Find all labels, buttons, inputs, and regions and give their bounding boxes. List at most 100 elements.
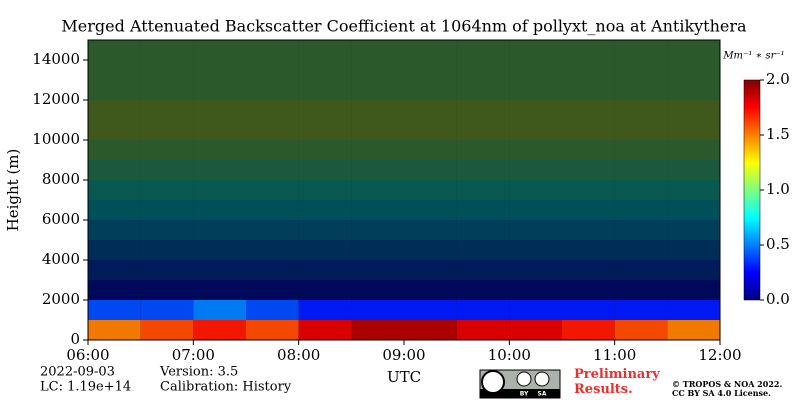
heatmap-cell — [351, 260, 404, 280]
heatmap-cell — [456, 300, 510, 320]
heatmap-cell — [88, 160, 141, 180]
heatmap-cell — [246, 100, 299, 120]
heatmap-cell — [193, 100, 246, 120]
heatmap-cell — [456, 320, 510, 340]
heatmap-cell — [509, 80, 562, 100]
y-tick-label: 12000 — [32, 90, 80, 108]
heatmap-cell — [404, 120, 457, 140]
heatmap-cell — [298, 320, 352, 340]
x-tick-label: 10:00 — [488, 346, 531, 364]
heatmap-cell — [456, 180, 510, 200]
heatmap-cell — [667, 160, 720, 180]
heatmap-cell — [140, 120, 194, 140]
heatmap-cell — [246, 260, 299, 280]
heatmap-cell — [140, 100, 194, 120]
colorbar-tick-label: 0.0 — [766, 290, 790, 308]
heatmap-cell — [351, 200, 404, 220]
heatmap-cell — [298, 220, 352, 240]
heatmap-cell — [404, 80, 457, 100]
x-axis-label: UTC — [387, 368, 421, 386]
heatmap-cell — [667, 60, 720, 80]
heatmap-cell — [193, 180, 246, 200]
heatmap-cell — [667, 300, 720, 320]
heatmap-cell — [351, 320, 404, 340]
x-tick-label: 11:00 — [593, 346, 636, 364]
heatmap-cell — [562, 160, 615, 180]
heatmap-cell — [509, 280, 562, 300]
heatmap-cell — [509, 320, 562, 340]
heatmap-cell — [404, 180, 457, 200]
heatmap-cell — [298, 300, 352, 320]
colorbar-tick-label: 0.5 — [766, 235, 790, 253]
heatmap-cell — [456, 280, 510, 300]
heatmap-cell — [562, 180, 615, 200]
heatmap-cell — [562, 60, 615, 80]
heatmap-cell — [509, 100, 562, 120]
heatmap-cell — [509, 180, 562, 200]
heatmap-cell — [246, 280, 299, 300]
heatmap-cell — [298, 60, 352, 80]
heatmap-cell — [298, 80, 352, 100]
version: Version: 3.5 — [159, 365, 238, 380]
badge-label: SA — [538, 391, 547, 398]
heatmap-cell — [614, 140, 668, 160]
heatmap-cell — [351, 180, 404, 200]
heatmap-cell — [509, 140, 562, 160]
heatmap-cell — [298, 180, 352, 200]
heatmap-cell — [351, 120, 404, 140]
heatmap-cell — [614, 240, 668, 260]
heatmap-cell — [140, 180, 194, 200]
heatmap-cell — [351, 140, 404, 160]
notice: Preliminary Results. — [574, 367, 660, 397]
heatmap-cell — [404, 100, 457, 120]
heatmap-cell — [88, 280, 141, 300]
heatmap-cell — [246, 120, 299, 140]
heatmap-cell — [456, 120, 510, 140]
colorbar-label: Mm⁻¹ ∗ sr⁻¹ — [722, 51, 784, 62]
y-axis-label: Height (m) — [4, 149, 22, 232]
heatmap-cell — [246, 240, 299, 260]
heatmap-cell — [456, 80, 510, 100]
heatmap-cell — [246, 140, 299, 160]
heatmap-cell — [562, 220, 615, 240]
colorbar-tick-label: 2.0 — [766, 70, 790, 88]
heatmap-cell — [509, 40, 562, 60]
heatmap-cell — [614, 120, 668, 140]
heatmap-cell — [667, 120, 720, 140]
heatmap-cell — [456, 100, 510, 120]
heatmap-cell — [246, 40, 299, 60]
heatmap-cell — [509, 300, 562, 320]
heatmap-cell — [562, 320, 615, 340]
heatmap-cell — [298, 100, 352, 120]
heatmap-cell — [246, 220, 299, 240]
heatmap-cell — [614, 260, 668, 280]
heatmap-cell — [140, 140, 194, 160]
heatmap-cell — [456, 40, 510, 60]
heatmap-cell — [193, 240, 246, 260]
heatmap-cell — [246, 300, 299, 320]
heatmap-cell — [140, 40, 194, 60]
heatmap-cell — [88, 60, 141, 80]
heatmap-cell — [140, 80, 194, 100]
heatmap-cell — [614, 320, 668, 340]
heatmap-cell — [404, 160, 457, 180]
heatmap-cell — [298, 160, 352, 180]
heatmap-cell — [298, 280, 352, 300]
heatmap-cell — [140, 60, 194, 80]
heatmap-cell — [88, 260, 141, 280]
heatmap-cell — [562, 280, 615, 300]
x-tick-label: 07:00 — [172, 346, 215, 364]
heatmap-cell — [193, 260, 246, 280]
lidar-constant: LC: 1.19e+14 — [40, 380, 131, 395]
heatmap-cell — [404, 280, 457, 300]
heatmap-cell — [404, 240, 457, 260]
heatmap-cell — [667, 280, 720, 300]
heatmap-cell — [562, 40, 615, 60]
heatmap-cell — [404, 300, 457, 320]
heatmap-cell — [246, 80, 299, 100]
heatmap-cell — [298, 140, 352, 160]
heatmap-cell — [246, 160, 299, 180]
heatmap-cell — [351, 160, 404, 180]
heatmap-cell — [140, 280, 194, 300]
